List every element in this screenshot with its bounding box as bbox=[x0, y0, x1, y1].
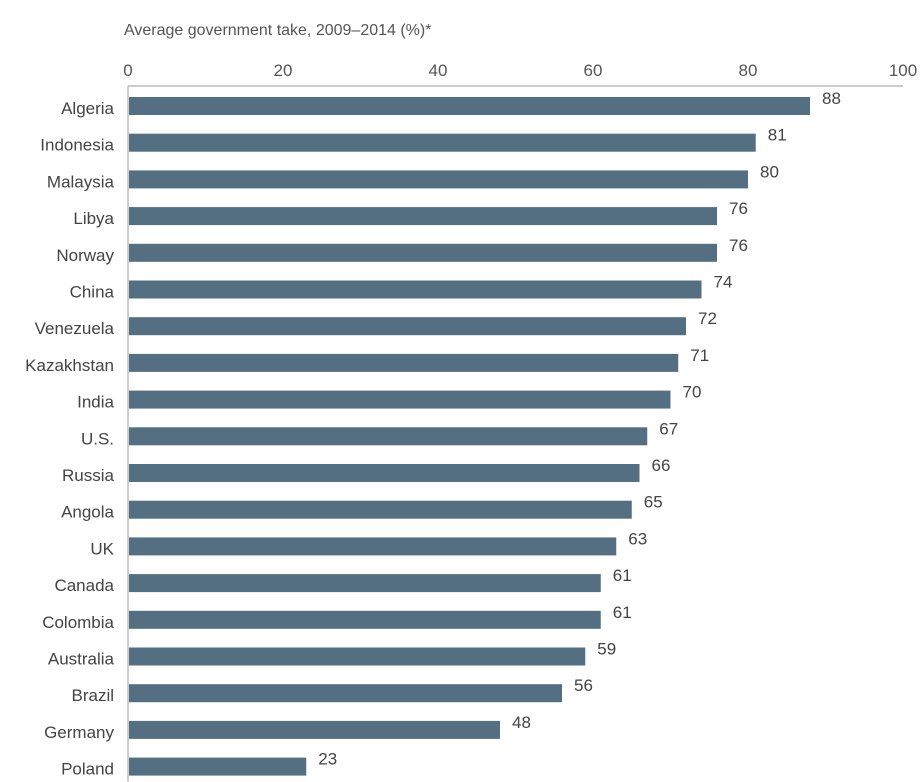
bar bbox=[129, 390, 671, 409]
category-label: Colombia bbox=[42, 613, 114, 632]
bar bbox=[129, 427, 648, 446]
value-label: 74 bbox=[714, 273, 733, 292]
bar bbox=[129, 133, 756, 152]
value-label: 61 bbox=[613, 603, 632, 622]
category-label: Russia bbox=[62, 466, 115, 485]
value-label: 88 bbox=[822, 89, 841, 108]
category-label: U.S. bbox=[81, 429, 114, 448]
value-label: 70 bbox=[683, 383, 702, 402]
bar bbox=[129, 243, 717, 262]
value-label: 80 bbox=[760, 162, 779, 181]
value-label: 48 bbox=[512, 713, 531, 732]
bar bbox=[129, 574, 601, 593]
category-label: UK bbox=[90, 539, 114, 558]
bar bbox=[129, 757, 307, 776]
x-tick-label: 60 bbox=[584, 61, 603, 80]
value-label: 61 bbox=[613, 566, 632, 585]
x-tick-label: 80 bbox=[739, 61, 758, 80]
category-label: Angola bbox=[61, 503, 114, 522]
x-tick-label: 20 bbox=[274, 61, 293, 80]
category-label: Algeria bbox=[61, 99, 114, 118]
bar bbox=[129, 720, 500, 739]
bar bbox=[129, 647, 586, 666]
category-label: Kazakhstan bbox=[25, 356, 114, 375]
value-label: 81 bbox=[768, 126, 787, 145]
value-label: 71 bbox=[690, 346, 709, 365]
category-label: India bbox=[77, 393, 114, 412]
value-label: 65 bbox=[644, 493, 663, 512]
value-label: 76 bbox=[729, 199, 748, 218]
category-label: Norway bbox=[56, 246, 114, 265]
value-label: 63 bbox=[628, 529, 647, 548]
bar bbox=[129, 207, 717, 226]
value-label: 76 bbox=[729, 236, 748, 255]
bar bbox=[129, 684, 562, 703]
bars-group bbox=[129, 97, 810, 776]
category-labels: Algeria Indonesia Malaysia Libya Norway China… bbox=[25, 99, 114, 779]
x-tick-label: 0 bbox=[123, 61, 132, 80]
bar bbox=[129, 353, 679, 372]
bar bbox=[129, 464, 640, 482]
value-label: 72 bbox=[698, 309, 717, 328]
x-tick-label: 100 bbox=[889, 61, 917, 80]
x-axis-ticks: 0 20 40 60 80 100 bbox=[123, 61, 917, 80]
bar bbox=[129, 97, 810, 115]
chart-title: Average government take, 2009–2014 (%)* bbox=[124, 22, 431, 39]
category-label: Libya bbox=[73, 209, 114, 228]
bar bbox=[129, 610, 601, 629]
category-label: Indonesia bbox=[40, 136, 114, 155]
category-label: Poland bbox=[61, 760, 114, 779]
value-label: 23 bbox=[318, 750, 337, 769]
x-tick-label: 40 bbox=[429, 61, 448, 80]
bar bbox=[129, 280, 702, 299]
category-label: Germany bbox=[44, 723, 114, 742]
category-label: Brazil bbox=[71, 686, 114, 705]
bar bbox=[129, 537, 617, 556]
category-label: Malaysia bbox=[47, 172, 115, 191]
category-label: Venezuela bbox=[35, 319, 115, 338]
bar bbox=[129, 317, 686, 336]
bar bbox=[129, 170, 748, 189]
bar bbox=[129, 500, 632, 519]
value-label: 59 bbox=[597, 640, 616, 659]
category-label: Canada bbox=[54, 576, 114, 595]
category-label: China bbox=[70, 283, 115, 302]
category-label: Australia bbox=[48, 650, 115, 669]
value-label: 66 bbox=[652, 456, 671, 475]
value-label: 56 bbox=[574, 676, 593, 695]
value-label: 67 bbox=[659, 419, 678, 438]
